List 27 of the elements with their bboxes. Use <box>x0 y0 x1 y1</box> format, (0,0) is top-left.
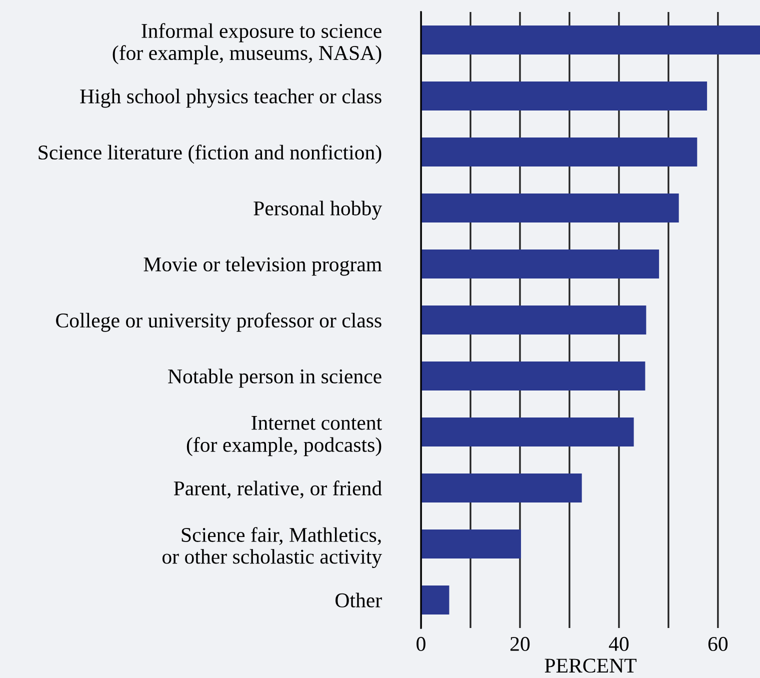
y-tick-label: Informal exposure to science (for example, museums, NASA) <box>112 23 382 64</box>
x-tick-label: 40 <box>608 636 629 651</box>
bar <box>421 249 660 279</box>
bar <box>421 417 634 447</box>
y-tick-label: Parent, relative, or friend <box>174 480 382 498</box>
y-tick-label: Notable person in science <box>168 368 382 388</box>
y-tick-label: College or university professor or class <box>56 312 382 332</box>
y-tick-label: Other <box>336 592 382 608</box>
x-axis-title: PERCENT <box>544 658 636 673</box>
bar <box>421 529 521 559</box>
bar <box>421 305 646 335</box>
x-tick-label: 0 <box>416 636 426 651</box>
bar <box>421 81 708 111</box>
y-tick-label: Movie or television program <box>144 256 382 276</box>
x-tick-label: 60 <box>708 636 728 651</box>
bar <box>421 473 582 503</box>
y-tick-label: Science fair, Mathletics, or other scholastic activity <box>162 527 382 568</box>
x-tick-label: 20 <box>510 636 530 651</box>
bar <box>421 25 760 55</box>
y-tick-label: Personal hobby <box>254 200 382 220</box>
y-tick-label: Science literature (fiction and nonfiction) <box>38 144 382 164</box>
bar <box>421 361 646 391</box>
bar <box>421 137 698 167</box>
y-tick-label: Internet content (for example, podcasts) <box>186 416 382 456</box>
bar <box>421 585 450 615</box>
bar <box>421 193 679 223</box>
y-tick-label: High school physics teacher or class <box>80 88 382 108</box>
